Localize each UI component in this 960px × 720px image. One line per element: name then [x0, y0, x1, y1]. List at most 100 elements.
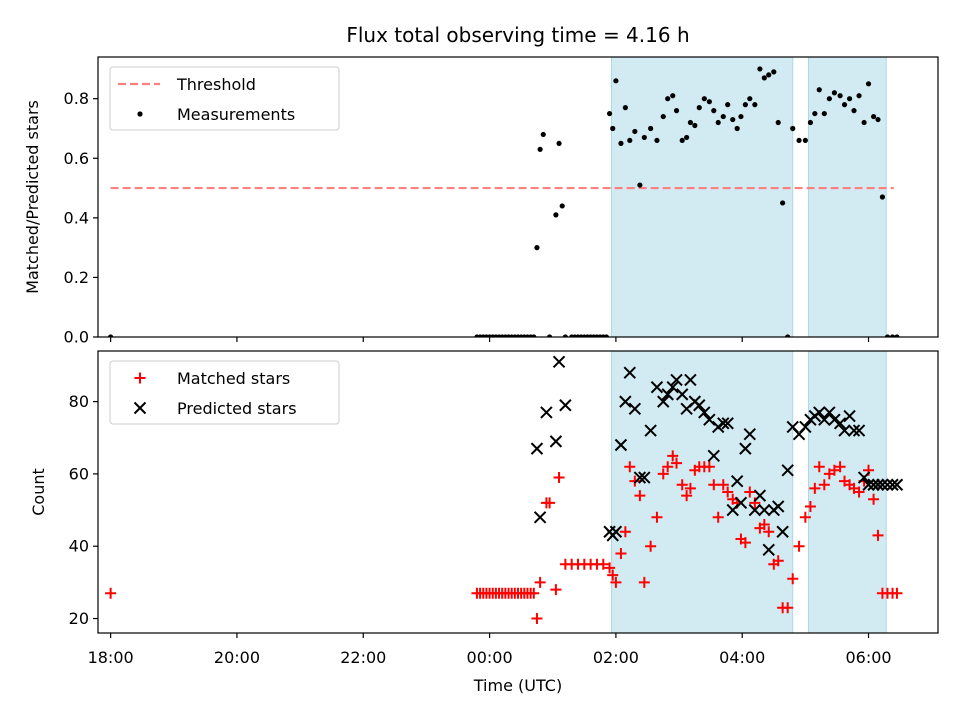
measurement-point: [725, 102, 731, 108]
measurement-point: [670, 93, 676, 99]
legend-measurements-swatch: [137, 111, 143, 117]
matched-stars-point: [868, 493, 880, 505]
predicted-stars-point: [540, 406, 553, 419]
bottom-x-tick-label: 04:00: [719, 648, 765, 667]
matched-stars-point: [799, 511, 811, 523]
bottom-y-tick-label: 80: [69, 392, 89, 411]
matched-stars-point: [610, 576, 622, 588]
bottom-legend-label: Matched stars: [177, 369, 290, 388]
measurement-point: [761, 75, 767, 81]
predicted-stars-point: [867, 478, 880, 491]
predicted-stars-point: [684, 373, 697, 387]
predicted-stars-point: [703, 413, 716, 426]
matched-stars-point: [662, 461, 674, 473]
measurement-point: [654, 137, 660, 144]
measurement-point: [701, 96, 707, 102]
top-legend: Threshold Measurements: [109, 66, 340, 131]
measurement-point: [766, 72, 772, 78]
matched-stars-point: [749, 497, 761, 509]
measurement-point: [826, 96, 832, 102]
predicted-stars-point: [857, 471, 871, 484]
predicted-stars-point: [730, 474, 744, 488]
measurement-point: [603, 334, 610, 337]
measurement-point: [884, 334, 891, 337]
matched-stars-point: [629, 475, 641, 487]
predicted-stars-point: [721, 417, 734, 430]
bottom-y-tick-label: 60: [69, 464, 89, 483]
measurement-point: [785, 334, 791, 337]
bottom-shaded-interval-1: [808, 351, 887, 633]
measurement-point: [747, 96, 753, 102]
measurement-point: [837, 93, 843, 99]
predicted-stars-point: [871, 478, 885, 491]
matched-stars-point: [782, 602, 794, 614]
matched-stars-point: [772, 555, 784, 567]
matched-stars-point: [667, 450, 679, 462]
bottom-x-tick-label: 06:00: [845, 648, 891, 667]
measurement-point: [556, 140, 562, 146]
bottom-x-tick-label: 22:00: [340, 648, 386, 667]
predicted-stars-point: [707, 449, 720, 463]
matched-stars-point: [739, 537, 751, 549]
predicted-stars-point: [828, 413, 841, 426]
predicted-stars-point: [698, 406, 711, 419]
top-shaded-interval-1: [808, 57, 887, 337]
matched-stars-point: [604, 562, 616, 574]
matched-stars-point: [550, 584, 562, 596]
bottom-x-tick-label: 20:00: [214, 648, 260, 667]
matched-stars-point: [544, 497, 556, 509]
measurement-point: [540, 131, 546, 138]
matched-stars-point: [634, 490, 646, 502]
matched-stars-point: [891, 587, 903, 599]
matched-stars-point: [787, 573, 799, 585]
predicted-stars-point: [666, 380, 679, 394]
predicted-stars-point: [890, 478, 904, 491]
predicted-stars-point: [638, 471, 651, 484]
bottom-x-tick-label: 18:00: [88, 648, 134, 667]
matched-stars-point: [681, 490, 693, 502]
measurement-point: [606, 110, 613, 117]
matched-stars-point: [853, 486, 865, 498]
top-axes-frame: [97, 56, 939, 338]
measurement-point: [875, 116, 881, 123]
predicted-stars-point: [670, 373, 683, 387]
matched-stars-point: [676, 479, 688, 491]
measurement-point: [738, 113, 744, 120]
predicted-stars-point: [833, 417, 847, 430]
bottom-y-tick-label: 20: [69, 609, 89, 628]
measurement-point: [757, 66, 763, 72]
measurement-point: [715, 119, 721, 126]
matched-stars-point: [828, 464, 840, 476]
matched-stars-point: [708, 479, 720, 491]
measurement-point: [870, 113, 877, 120]
measurement-point: [846, 96, 853, 102]
measurement-point: [546, 334, 553, 337]
measurement-point: [687, 119, 694, 126]
predicted-stars-point: [623, 366, 636, 379]
measurement-point: [796, 137, 802, 144]
measurement-point: [889, 334, 896, 337]
top-plot-area: [108, 57, 900, 337]
measurement-point: [692, 122, 698, 129]
matched-stars-point: [758, 519, 770, 531]
predicted-stars-point: [661, 388, 674, 401]
measurement-point: [865, 81, 872, 87]
predicted-stars-point: [813, 406, 826, 419]
measurement-point: [632, 128, 638, 135]
measurement-point: [711, 108, 717, 114]
top-shaded-interval-0: [610, 57, 794, 337]
measurement-point: [696, 105, 702, 111]
predicted-stars-point: [823, 406, 836, 419]
top-y-tick-label: 0.2: [64, 268, 89, 287]
predicted-stars-point: [619, 395, 632, 408]
bottom-panel: 20 40 60 80 18:00 20:00 22:00 00:00 02:00 04:00 06…: [69, 350, 939, 667]
predicted-stars-point: [838, 424, 851, 437]
matched-stars-point: [809, 482, 821, 494]
measurement-point: [559, 203, 565, 209]
measurement-point: [665, 96, 671, 102]
measurement-point: [553, 212, 559, 218]
measurement-point: [684, 134, 690, 141]
measurement-point: [771, 69, 777, 75]
matched-stars-point: [534, 576, 546, 588]
